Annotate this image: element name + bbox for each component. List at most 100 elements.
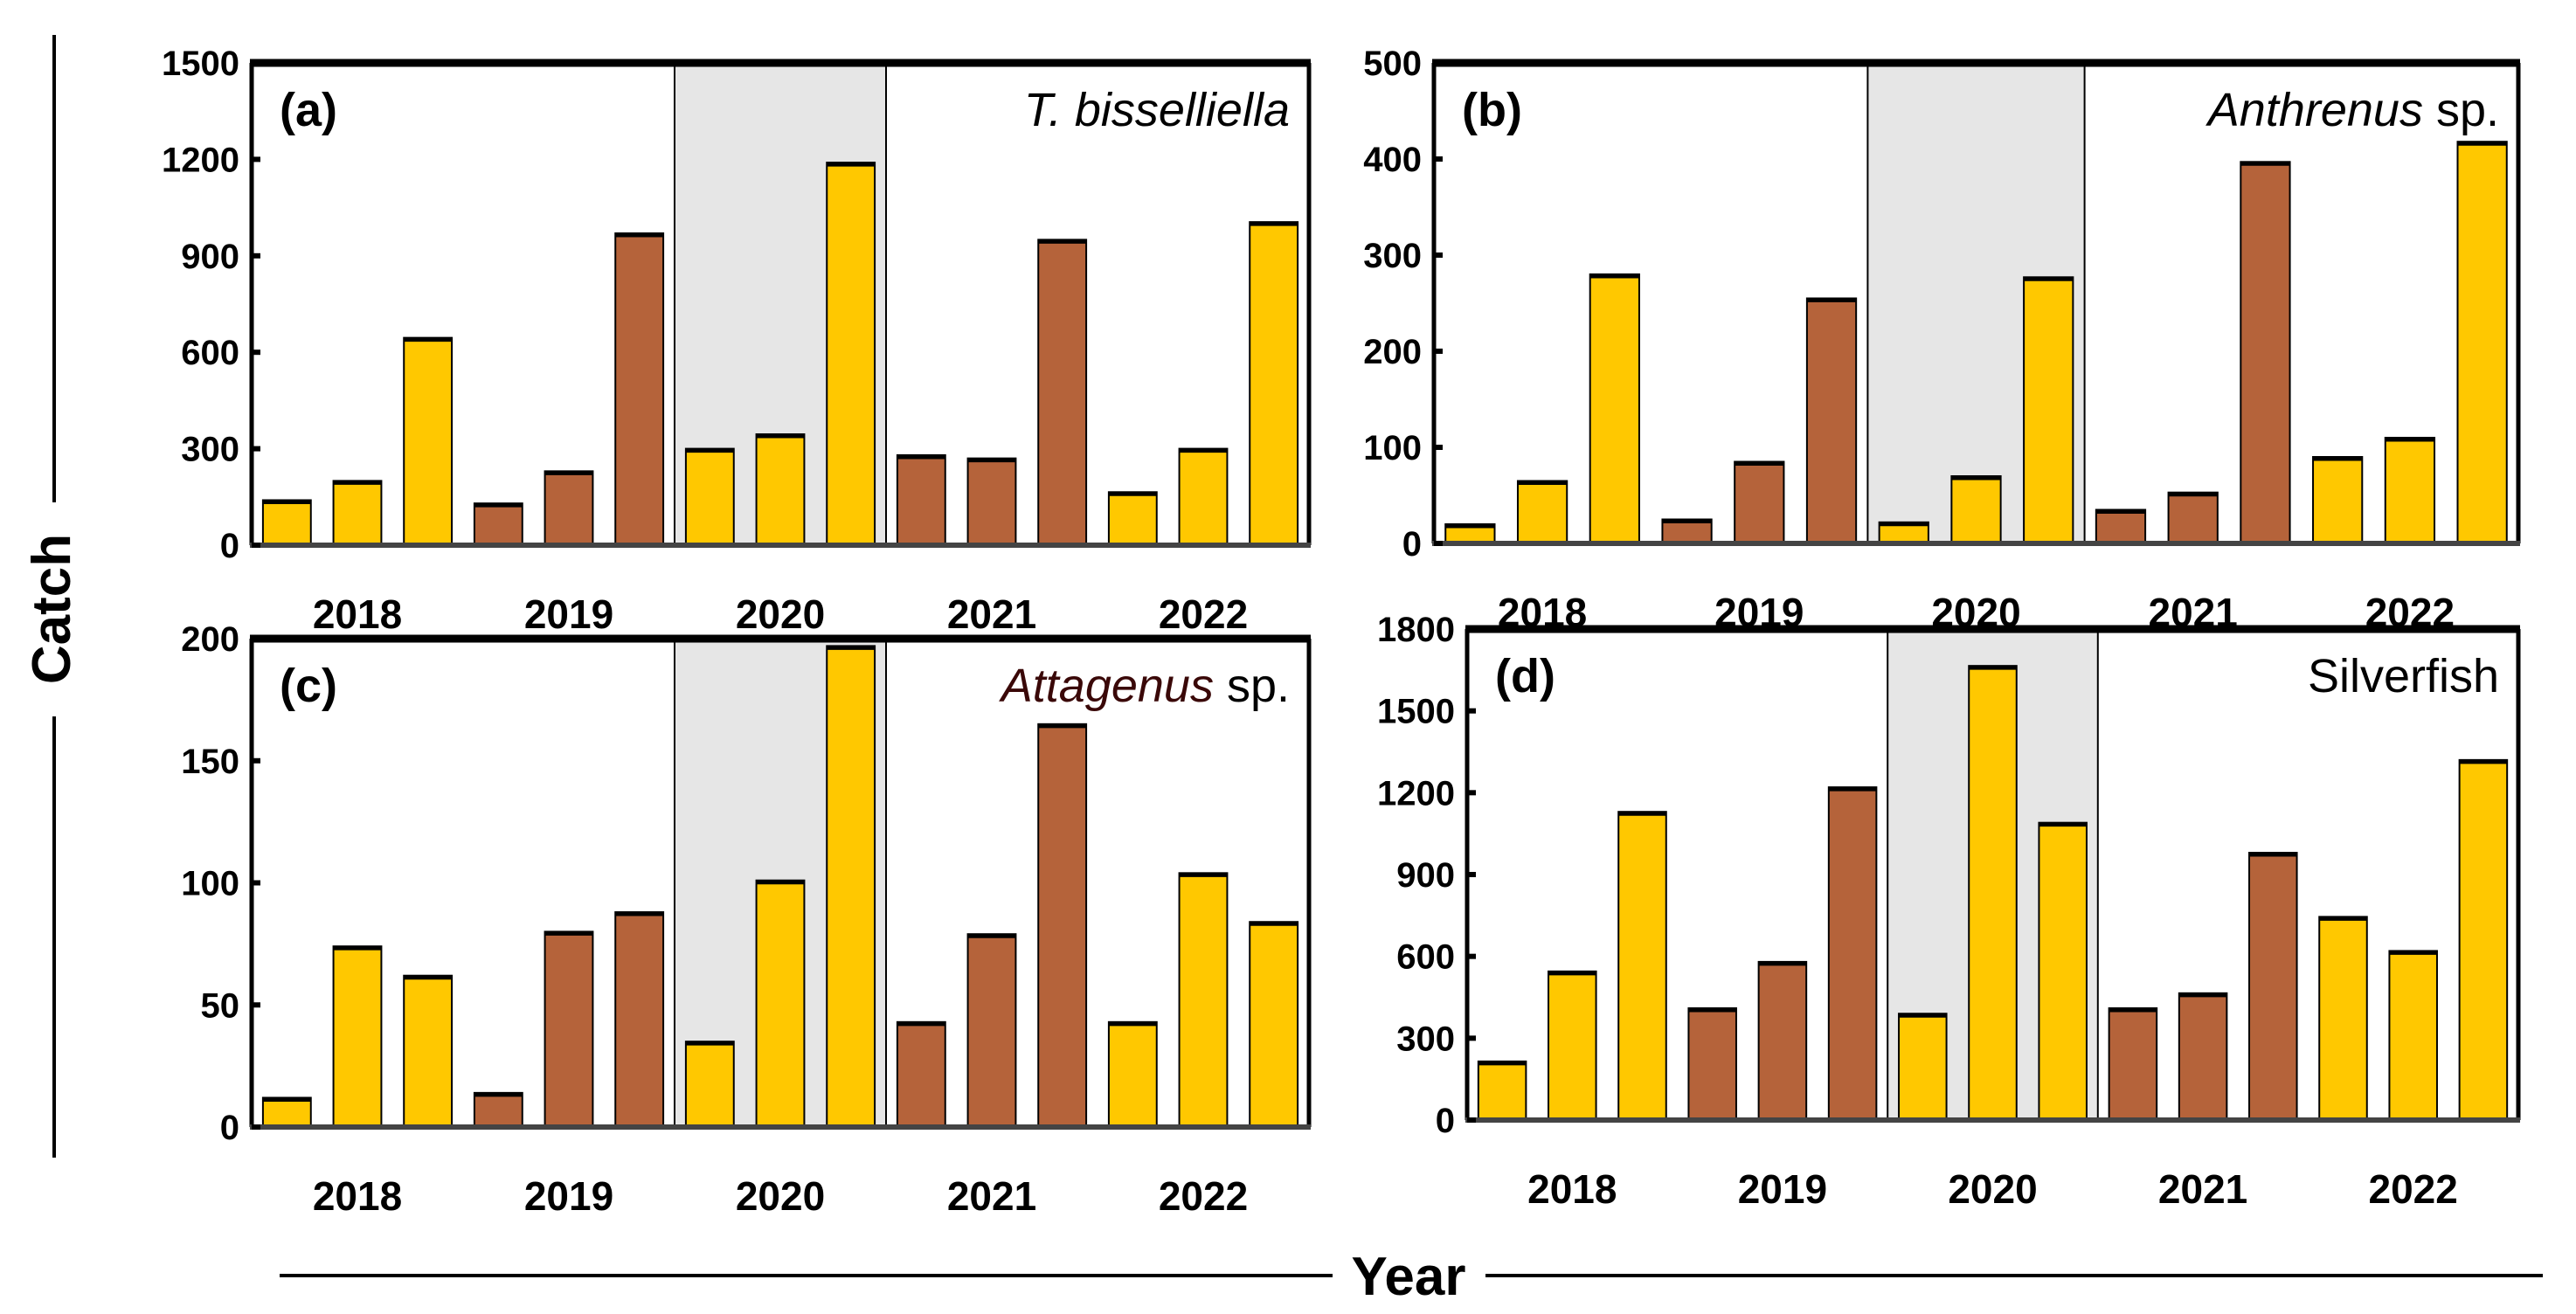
bar [473, 502, 523, 546]
panel-label: (a) [280, 84, 337, 136]
x-tick-label: 2022 [2369, 1166, 2458, 1212]
y-tick-label: 50 [201, 986, 240, 1025]
y-tick-label: 900 [181, 238, 239, 276]
bar [2023, 276, 2074, 544]
bar [826, 645, 876, 1128]
x-tick-label: 2022 [1159, 591, 1248, 637]
bar [1661, 518, 1713, 544]
x-tick-label: 2019 [524, 1173, 613, 1219]
bar [544, 470, 594, 546]
bar [2178, 992, 2228, 1121]
y-tick-label: 1500 [162, 45, 239, 83]
x-tick-label: 2021 [2158, 1166, 2247, 1212]
species-title: Attagenus sp. [999, 660, 1290, 712]
x-tick-label: 2021 [947, 1173, 1036, 1219]
y-tick-label: 200 [181, 620, 239, 659]
y-tick-label: 300 [1396, 1020, 1455, 1058]
x-tick-label: 2020 [736, 1173, 825, 1219]
y-tick-label: 400 [1363, 141, 1422, 179]
bar [544, 930, 594, 1129]
x-tick-label: 2021 [947, 591, 1036, 637]
bar [403, 974, 454, 1128]
bar [332, 480, 383, 547]
panel-d: 0 300 600 900 1200 1500 1800 2018 2019 2020 2021 20… [1377, 611, 2521, 1212]
bar [2095, 508, 2147, 544]
panel-label: (d) [1495, 650, 1555, 702]
x-tick-label: 2018 [1527, 1166, 1617, 1212]
bar [684, 1041, 735, 1129]
y-tick-label: 150 [181, 743, 239, 781]
bar [2240, 161, 2291, 545]
bar [1617, 811, 1667, 1121]
y-tick-label: 0 [1436, 1102, 1455, 1140]
bar [1548, 970, 1597, 1121]
bar [755, 433, 806, 547]
panel-label: (c) [280, 660, 337, 712]
y-tick-label: 300 [1363, 237, 1422, 275]
x-axis-title: Year [1351, 1247, 1465, 1307]
species-title-italic: Attagenus [999, 660, 1214, 712]
y-tick-label: 0 [1402, 525, 1422, 564]
y-tick-label: 1800 [1377, 611, 1455, 649]
panel-c: 0 50 100 150 200 2018 2019 2020 2021 2022 (c) Attag… [181, 620, 1312, 1219]
bar [1477, 1060, 1527, 1121]
bar [332, 945, 383, 1129]
x-tick-label: 2018 [313, 1173, 402, 1219]
bar [966, 933, 1017, 1128]
bar [1734, 460, 1785, 544]
bar [1107, 1020, 1158, 1128]
bar [261, 499, 312, 546]
species-title-italic: T. bisselliella [1024, 84, 1290, 136]
panel-a: 0 300 600 900 1200 1500 2018 2019 2020 2021 2022 (a… [162, 45, 1312, 637]
y-axis-title: Catch [22, 534, 82, 684]
bar [1516, 480, 1568, 544]
bar [1107, 491, 1158, 547]
species-title: T. bisselliella [1024, 84, 1290, 136]
bar [2248, 852, 2298, 1121]
bar [1249, 921, 1299, 1128]
x-tick-label: 2022 [1159, 1173, 1248, 1219]
x-tick-label: 2019 [1738, 1166, 1827, 1212]
bar [966, 457, 1017, 547]
species-title: Anthrenus sp. [2206, 84, 2499, 136]
bar [1687, 1006, 1737, 1121]
y-axis-title-group: Catch [22, 35, 82, 1158]
bar [2312, 456, 2364, 544]
y-tick-label: 900 [1396, 856, 1455, 895]
bar [1950, 475, 2002, 544]
y-tick-label: 600 [181, 334, 239, 372]
species-title-plain: sp. [1214, 660, 1290, 712]
bar [1898, 1013, 1948, 1121]
bar [2388, 950, 2438, 1122]
species-title-plain: Silverfish [2308, 650, 2499, 702]
y-tick-label: 0 [220, 1109, 239, 1147]
x-tick-label: 2020 [736, 591, 825, 637]
y-tick-label: 500 [1363, 45, 1422, 83]
bar [614, 911, 665, 1129]
bar [403, 336, 454, 547]
species-title: Silverfish [2308, 650, 2499, 702]
bar [2318, 916, 2368, 1121]
species-title-italic: Anthrenus [2206, 84, 2423, 136]
bar [2456, 141, 2508, 544]
x-tick-label: 2020 [1948, 1166, 2037, 1212]
x-tick-label: 2018 [313, 591, 402, 637]
bar [261, 1096, 312, 1128]
bar [1827, 786, 1878, 1121]
bar [684, 447, 735, 546]
bar [1037, 723, 1088, 1128]
bar [473, 1091, 523, 1128]
bar [1589, 273, 1640, 544]
bar [1037, 239, 1088, 546]
y-tick-label: 1200 [1377, 774, 1455, 813]
bar [755, 879, 806, 1129]
y-tick-label: 600 [1396, 938, 1455, 977]
bar [2038, 821, 2088, 1122]
y-tick-label: 0 [220, 527, 239, 565]
y-tick-label: 100 [1363, 429, 1422, 467]
x-tick-label: 2019 [524, 591, 613, 637]
bar [2167, 491, 2219, 545]
y-tick-label: 1200 [162, 141, 239, 179]
